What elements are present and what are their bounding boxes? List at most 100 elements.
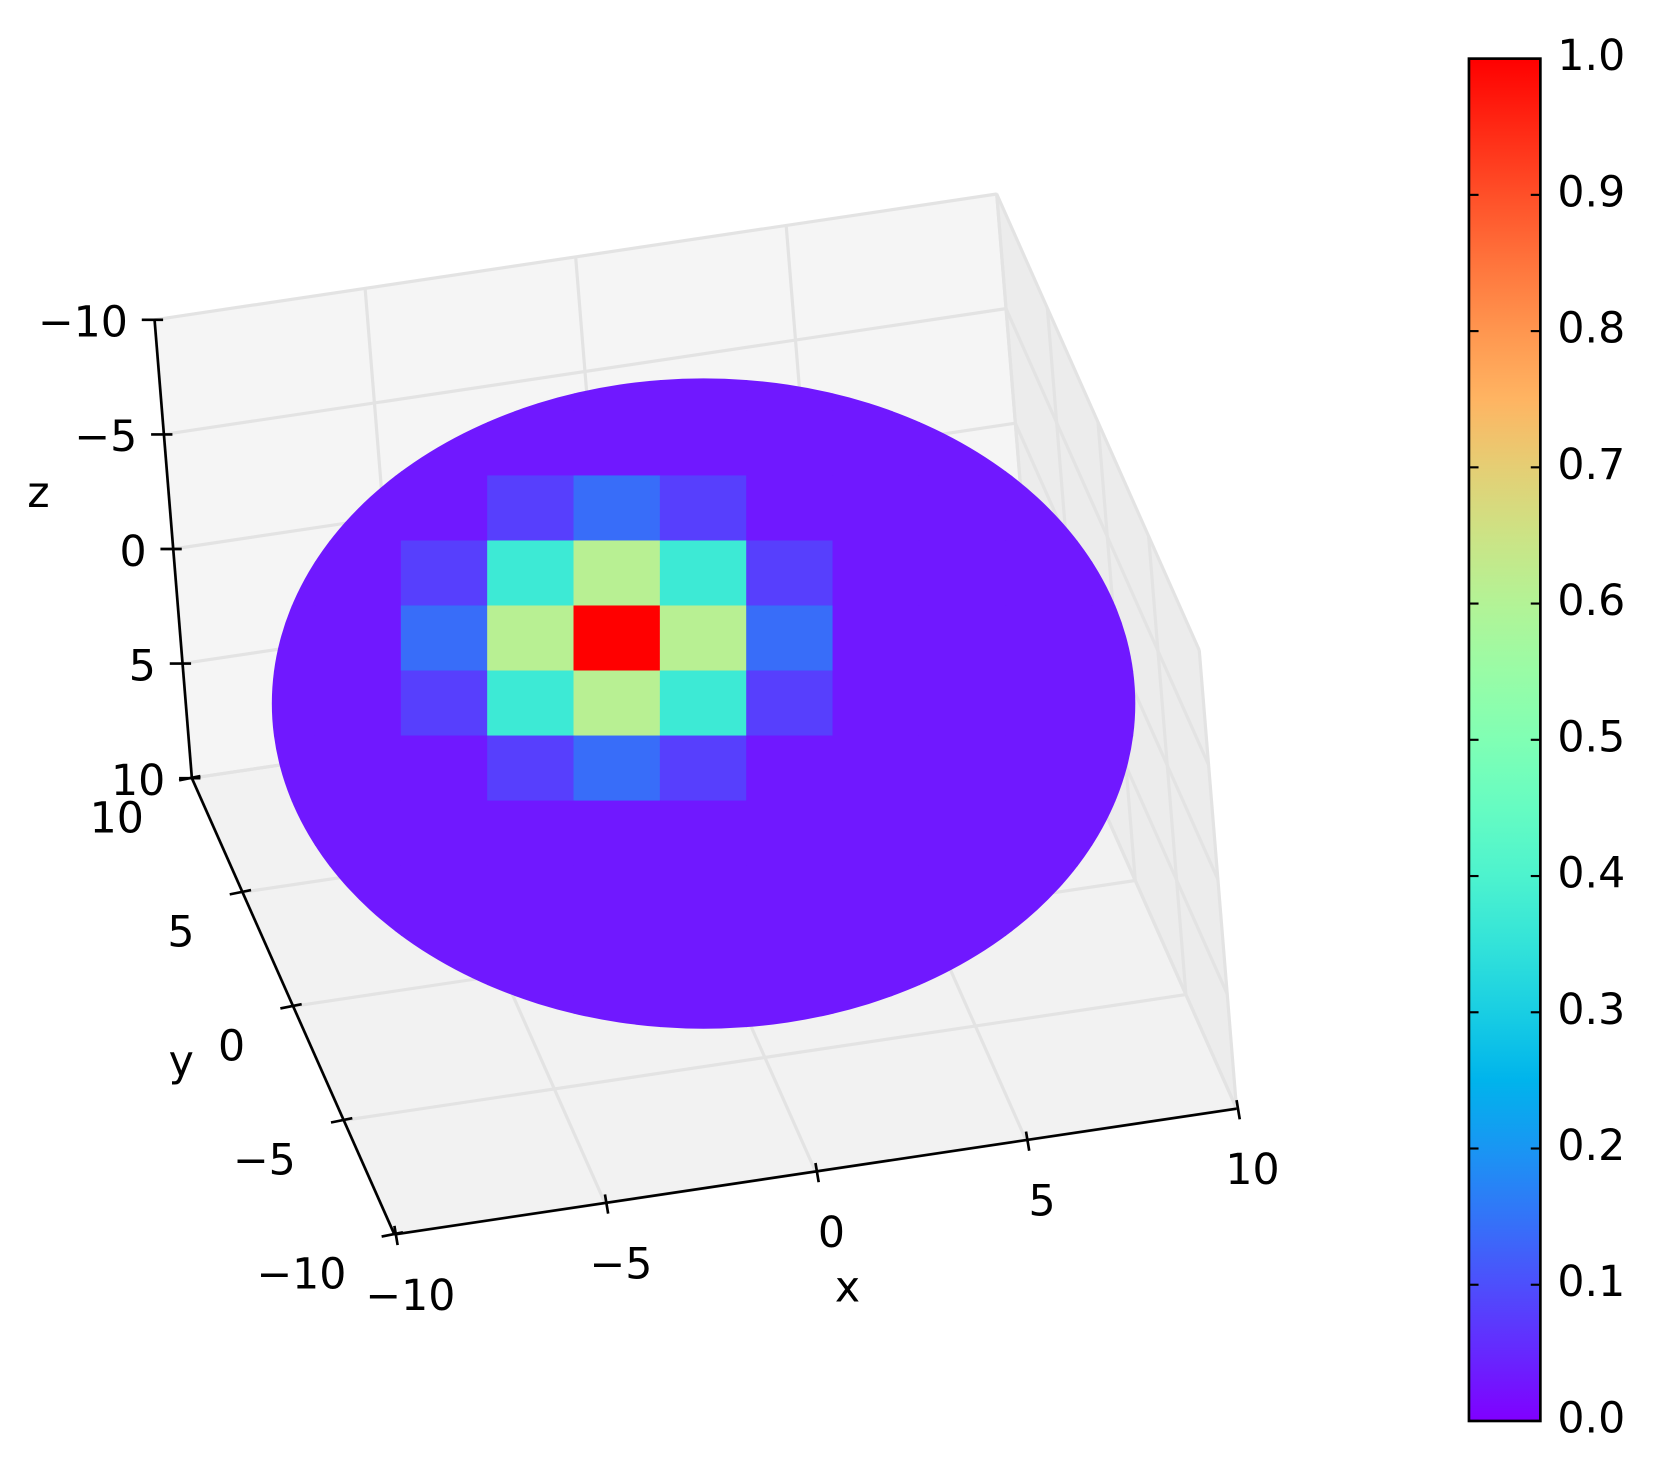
z-tick-label: 0 bbox=[119, 527, 146, 577]
surface-cell bbox=[918, 540, 1007, 607]
grid-line bbox=[1004, 307, 1211, 766]
surface-cell bbox=[832, 605, 920, 672]
surface-cell bbox=[573, 865, 661, 932]
surface-cell bbox=[832, 540, 920, 607]
surface-cell bbox=[400, 605, 489, 672]
surface-cell bbox=[659, 605, 748, 672]
surface-cell bbox=[487, 605, 575, 672]
z-tick-label: −5 bbox=[74, 412, 137, 462]
surface-cell bbox=[746, 605, 834, 672]
surface-cell bbox=[659, 995, 748, 1029]
surface-cell bbox=[1091, 378, 1136, 412]
surface-cell bbox=[487, 800, 575, 867]
surface-cell bbox=[659, 800, 748, 867]
colorbar-tick-label: 0.9 bbox=[1557, 167, 1625, 217]
colorbar-tick-label: 0.7 bbox=[1557, 440, 1625, 490]
y-tick-label: −5 bbox=[233, 1136, 296, 1186]
surface-cell bbox=[746, 800, 834, 867]
surface-cell bbox=[1091, 670, 1136, 737]
x-axis-label: x bbox=[835, 1262, 860, 1312]
surface-cell bbox=[271, 670, 316, 737]
surface-cell bbox=[832, 865, 920, 932]
surface-cell bbox=[659, 930, 748, 997]
surface-cell bbox=[487, 930, 575, 997]
colorbar-tick-label: 0.5 bbox=[1557, 712, 1625, 762]
surface-cell bbox=[400, 475, 489, 542]
surface-cell bbox=[1005, 800, 1093, 867]
x-tick bbox=[814, 1162, 821, 1183]
x-tick bbox=[393, 1225, 399, 1246]
surface-cell bbox=[918, 670, 1007, 737]
surface-cell bbox=[746, 475, 834, 542]
surface-cell bbox=[746, 930, 834, 997]
z-tick-label: 5 bbox=[129, 641, 156, 691]
x-tick-label: −5 bbox=[590, 1239, 653, 1289]
colorbar-tick-label: 0.8 bbox=[1557, 304, 1625, 354]
surface-cell bbox=[918, 865, 1007, 932]
colorbar-tick-label: 0.6 bbox=[1557, 576, 1625, 626]
y-tick-label: 5 bbox=[167, 907, 194, 957]
surface-cell bbox=[573, 410, 661, 477]
y-tick bbox=[330, 1116, 353, 1124]
surface-cell bbox=[400, 865, 489, 932]
y-tick bbox=[381, 1230, 404, 1238]
y-tick-label: 0 bbox=[218, 1021, 245, 1071]
grid-line bbox=[343, 992, 1187, 1122]
y-tick-label: −10 bbox=[256, 1250, 346, 1300]
grid-line bbox=[154, 192, 997, 322]
colorbar-tick-label: 0.1 bbox=[1557, 1257, 1625, 1307]
y-tick bbox=[229, 888, 252, 896]
surface-cell bbox=[314, 605, 402, 672]
surface-cell bbox=[746, 735, 834, 802]
colorbar-tick-label: 0.0 bbox=[1557, 1393, 1625, 1443]
x-tick-label: 10 bbox=[1225, 1145, 1279, 1195]
surface-cell bbox=[918, 605, 1007, 672]
surface-cell bbox=[573, 540, 661, 607]
surface-cell bbox=[659, 735, 748, 802]
surface-cell bbox=[832, 410, 920, 477]
z-tick-label: −10 bbox=[38, 298, 128, 348]
colorbar bbox=[1467, 57, 1542, 1423]
grid-line bbox=[995, 193, 1201, 651]
surface-cell bbox=[573, 800, 661, 867]
surface-cell bbox=[400, 735, 489, 802]
surface-cell bbox=[746, 410, 834, 477]
surface-cell bbox=[659, 670, 748, 737]
surface-cell bbox=[573, 605, 661, 672]
x-tick-label: 0 bbox=[818, 1208, 845, 1258]
surface-cell bbox=[314, 670, 402, 737]
surface-cell bbox=[832, 800, 920, 867]
surface-cell bbox=[573, 930, 661, 997]
surface-cell bbox=[314, 540, 402, 607]
surface-cell bbox=[659, 865, 748, 932]
colorbar-tick-label: 0.3 bbox=[1557, 985, 1625, 1035]
grid-line bbox=[163, 307, 1007, 436]
z-axis-label: z bbox=[27, 468, 49, 518]
surface-cell bbox=[400, 670, 489, 737]
x-tick-label: −10 bbox=[365, 1271, 455, 1321]
surface-cell bbox=[832, 670, 920, 737]
surface-cell bbox=[487, 670, 575, 737]
surface-cell bbox=[832, 475, 920, 542]
surface-cell bbox=[746, 865, 834, 932]
surface-cell bbox=[1005, 605, 1093, 672]
colorbar-tick-label: 0.2 bbox=[1557, 1121, 1625, 1171]
colorbar-tick-label: 0.4 bbox=[1557, 849, 1625, 899]
surface-cell bbox=[659, 540, 748, 607]
colorbar-tick-label: 1.0 bbox=[1557, 31, 1625, 81]
surface-cell bbox=[1005, 735, 1093, 802]
surface-cell bbox=[487, 735, 575, 802]
surface-cell bbox=[659, 378, 748, 412]
surface-cell bbox=[659, 475, 748, 542]
surface-cell bbox=[400, 800, 489, 867]
surface-cell bbox=[314, 735, 402, 802]
surface-cell bbox=[659, 410, 748, 477]
x-axis bbox=[394, 1107, 1237, 1236]
surface-cell bbox=[487, 540, 575, 607]
y-axis-label: y bbox=[169, 1036, 194, 1086]
surface-cell bbox=[487, 475, 575, 542]
y-tick-label: 10 bbox=[90, 793, 144, 843]
surface-cell bbox=[314, 800, 402, 867]
surface-cell bbox=[573, 670, 661, 737]
